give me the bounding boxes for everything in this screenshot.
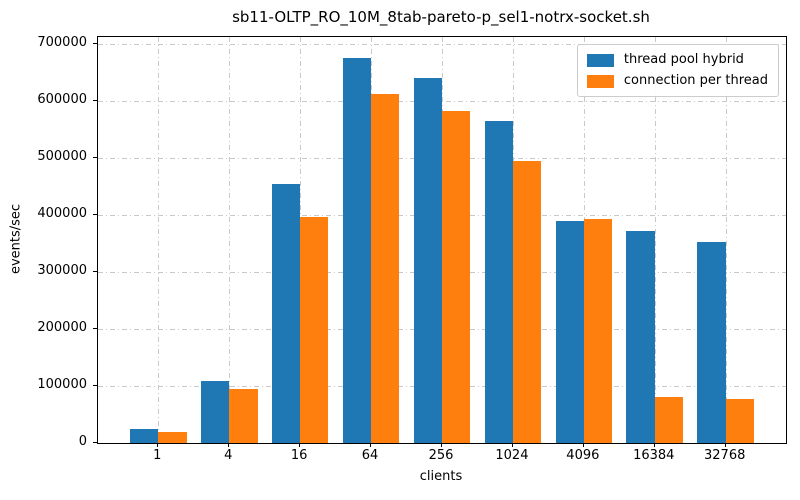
x-tick-label: 32768: [704, 448, 746, 463]
bar-connection-per-thread-16: [300, 217, 329, 443]
legend-swatch-orange: [586, 74, 614, 88]
y-tick-label: 400000: [37, 205, 87, 221]
y-tick-mark: [93, 327, 97, 329]
y-tick-mark: [93, 270, 97, 272]
y-tick-label: 200000: [37, 319, 87, 335]
bar-connection-per-thread-32768: [725, 399, 755, 443]
x-tick-label: 256: [428, 448, 454, 463]
x-tick-label: 16: [290, 448, 308, 463]
y-tick-label: 0: [78, 434, 87, 449]
bar-thread-pool-hybrid-16384: [626, 231, 655, 443]
bar-connection-per-thread-64: [371, 93, 400, 443]
bar-thread-pool-hybrid-16: [271, 183, 301, 443]
bar-thread-pool-hybrid-32768: [697, 242, 726, 443]
gridline-vertical: [158, 37, 160, 443]
x-tick-label: 16384: [633, 448, 675, 463]
y-tick-mark: [93, 213, 97, 215]
gridline-vertical: [654, 37, 656, 443]
gridline-vertical: [229, 37, 231, 443]
x-tick-mark: [582, 443, 584, 447]
legend-label: thread pool hybrid: [623, 52, 744, 67]
x-tick-mark: [299, 443, 301, 447]
x-tick-mark: [724, 443, 726, 447]
x-tick-label: 1024: [495, 448, 529, 463]
x-tick-mark: [511, 443, 513, 447]
gridline-vertical: [725, 37, 727, 443]
y-tick-mark: [93, 156, 97, 158]
x-tick-label: 4: [224, 448, 233, 463]
bar-thread-pool-hybrid-4096: [555, 221, 584, 443]
bar-connection-per-thread-16384: [654, 397, 684, 443]
bar-thread-pool-hybrid-1024: [484, 121, 513, 443]
y-tick-mark: [93, 42, 97, 44]
bar-connection-per-thread-4: [229, 389, 258, 443]
bar-thread-pool-hybrid-4: [200, 381, 230, 443]
x-tick-mark: [228, 443, 230, 447]
y-tick-label: 700000: [37, 34, 87, 50]
plot-area: thread pool hybrid connection per thread: [97, 36, 787, 444]
y-tick-mark: [93, 384, 97, 386]
y-tick-label: 500000: [37, 148, 87, 164]
x-axis-label: clients: [419, 469, 463, 484]
x-tick-mark: [157, 443, 159, 447]
y-tick-label: 600000: [37, 91, 87, 107]
bar-connection-per-thread-1024: [512, 161, 542, 443]
legend: thread pool hybrid connection per thread: [576, 44, 779, 97]
legend-swatch-blue: [586, 53, 614, 67]
x-tick-label: 4096: [566, 448, 600, 463]
bar-connection-per-thread-4096: [583, 218, 613, 443]
bar-thread-pool-hybrid-64: [342, 58, 372, 443]
x-tick-mark: [653, 443, 655, 447]
bar-connection-per-thread-256: [442, 110, 471, 443]
bar-connection-per-thread-1: [158, 431, 187, 443]
y-tick-label: 300000: [37, 262, 87, 278]
x-tick-label: 64: [361, 448, 379, 463]
bar-thread-pool-hybrid-1: [129, 428, 159, 443]
legend-item-thread-pool-hybrid: thread pool hybrid: [586, 52, 768, 68]
y-tick-mark: [93, 99, 97, 101]
bar-thread-pool-hybrid-256: [413, 77, 442, 443]
legend-item-connection-per-thread: connection per thread: [586, 73, 768, 89]
y-tick-label: 100000: [37, 376, 87, 392]
x-tick-mark: [370, 443, 372, 447]
y-tick-mark: [93, 442, 97, 443]
x-tick-label: 1: [153, 448, 162, 463]
legend-label: connection per thread: [623, 73, 768, 88]
chart-title: sb11-OLTP_RO_10M_8tab-pareto-p_sel1-notr…: [232, 8, 650, 26]
x-tick-mark: [441, 443, 442, 447]
